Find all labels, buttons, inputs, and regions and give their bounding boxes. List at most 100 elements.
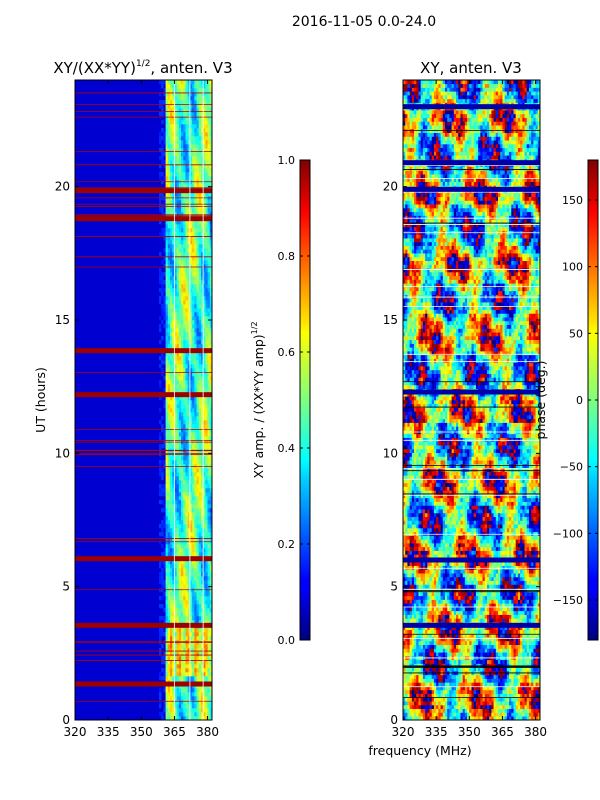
amplitude-cell	[181, 612, 184, 617]
phase-cell	[478, 708, 481, 713]
amplitude-cell	[198, 592, 202, 597]
phase-cell	[528, 644, 532, 649]
amplitude-cell	[187, 616, 191, 621]
phase-cell	[484, 693, 488, 698]
amplitude-cell	[196, 544, 200, 549]
amplitude-cell	[207, 224, 211, 229]
amplitude-cell	[192, 520, 195, 525]
phase-cell	[528, 697, 532, 702]
phase-cell	[478, 697, 481, 702]
amplitude-cell	[158, 628, 162, 633]
amplitude-cell	[198, 508, 202, 513]
amplitude-cell	[170, 416, 173, 421]
phase-cell	[489, 667, 492, 672]
amplitude-cell	[187, 484, 191, 489]
amplitude-cell	[207, 628, 211, 633]
phase-cell	[433, 708, 437, 713]
amplitude-cell	[187, 404, 191, 409]
amplitude-cell	[207, 576, 211, 581]
amplitude-cell	[207, 708, 211, 713]
amplitude-cell	[181, 632, 184, 637]
amplitude-cell	[203, 236, 206, 241]
amplitude-cell	[170, 356, 173, 361]
amplitude-cell	[158, 300, 162, 305]
phase-cell	[515, 659, 519, 664]
amplitude-cell	[181, 520, 184, 525]
amplitude-cell	[163, 508, 166, 513]
amplitude-cell	[172, 612, 175, 617]
amplitude-cell	[174, 284, 177, 289]
amplitude-cell	[198, 128, 202, 133]
phase-cell	[460, 712, 463, 717]
amplitude-cell	[167, 152, 171, 157]
amplitude-cell	[163, 552, 166, 557]
amplitude-cell	[165, 156, 169, 161]
amplitude-cell	[205, 452, 208, 457]
phase-cell	[407, 712, 410, 717]
amplitude-cell	[205, 580, 208, 585]
amplitude-cell	[200, 412, 204, 417]
amplitude-cell	[165, 572, 169, 577]
amplitude-cell	[178, 700, 182, 705]
amplitude-cell	[176, 168, 180, 173]
phase-cell	[475, 659, 479, 664]
amplitude-cell	[189, 300, 193, 305]
phase-cell	[486, 708, 490, 713]
amplitude-cell	[167, 324, 171, 329]
phase-cell	[486, 704, 490, 710]
amplitude-cell	[194, 116, 197, 121]
amplitude-cell	[174, 444, 177, 449]
amplitude-cell	[187, 536, 191, 541]
amplitude-cell	[205, 284, 208, 289]
phase-cell	[478, 704, 481, 710]
amplitude-cell	[170, 84, 173, 89]
amplitude-cell	[207, 532, 211, 537]
amplitude-cell	[192, 580, 195, 585]
amplitude-cell	[183, 484, 186, 489]
amplitude-cell	[181, 572, 184, 577]
amplitude-cell	[176, 592, 180, 597]
phase-cell	[509, 648, 512, 653]
amplitude-cell	[183, 364, 186, 369]
phase-cell	[533, 667, 536, 672]
amplitude-cell	[196, 596, 200, 601]
phase-cell	[475, 686, 479, 691]
phase-heatmap	[403, 80, 540, 720]
amplitude-cell	[170, 288, 173, 293]
phase-cell	[409, 644, 413, 649]
amplitude-cell	[207, 672, 211, 677]
amplitude-cell	[185, 536, 188, 541]
phase-cell	[451, 659, 455, 664]
amplitude-cell	[165, 124, 169, 129]
amplitude-cell	[192, 272, 195, 277]
amplitude-cell	[198, 464, 202, 469]
amplitude-cell	[163, 176, 166, 181]
amplitude-cell	[174, 144, 177, 149]
amplitude-cell	[207, 508, 211, 513]
amplitude-cell	[194, 368, 197, 373]
amplitude-cell	[209, 716, 212, 720]
amplitude-cell	[170, 664, 173, 669]
amplitude-cell	[207, 528, 211, 533]
amplitude-cell	[198, 96, 202, 101]
amplitude-cell	[165, 260, 169, 265]
amplitude-cell	[178, 708, 182, 713]
amplitude-cell	[207, 236, 211, 241]
amplitude-cell	[161, 128, 164, 133]
amplitude-cell	[187, 336, 191, 341]
amplitude-cell	[176, 528, 180, 533]
amplitude-cell	[192, 256, 195, 261]
amplitude-cell	[165, 108, 169, 113]
amplitude-cell	[185, 632, 188, 637]
phase-cell	[453, 652, 457, 657]
amplitude-cell	[194, 112, 197, 117]
amplitude-cell	[200, 676, 204, 681]
amplitude-cell	[181, 488, 184, 493]
amplitude-cell	[174, 212, 177, 217]
amplitude-cell	[181, 596, 184, 601]
amplitude-cell	[200, 284, 204, 289]
amplitude-cell	[185, 308, 188, 313]
amplitude-cell	[200, 372, 204, 377]
amplitude-cell	[167, 116, 171, 121]
phase-cell	[458, 689, 461, 694]
